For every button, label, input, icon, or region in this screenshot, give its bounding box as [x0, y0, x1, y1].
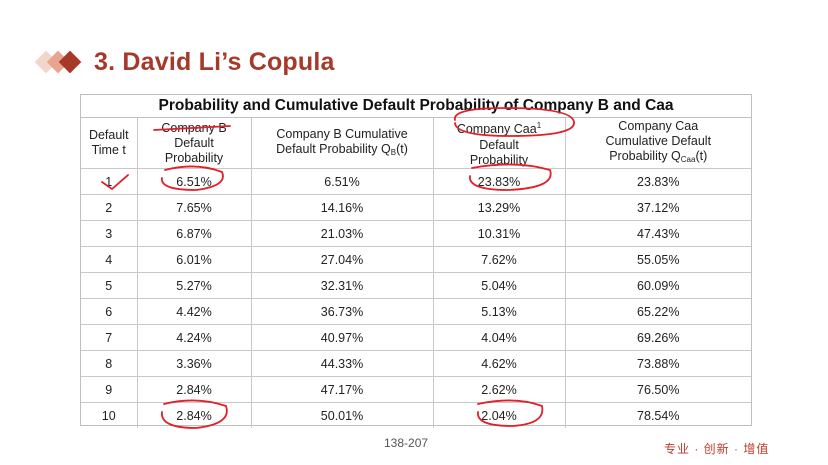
cell-b-cum: 50.01%: [250, 402, 434, 428]
cell-b-cum: 32.31%: [250, 272, 434, 299]
cell-caa-cum: 78.54%: [564, 402, 751, 428]
cell-caa-cum: 69.26%: [564, 324, 751, 351]
cell-caa-cum: 55.05%: [564, 246, 751, 273]
cell-b-prob: 6.01%: [136, 246, 252, 273]
slide-title: 3. David Li’s Copula: [94, 47, 335, 76]
cell-caa-prob: 13.29%: [432, 194, 566, 221]
cell-caa-cum: 76.50%: [564, 376, 751, 403]
table-row: 10 2.84% 50.01% 2.04% 78.54%: [81, 402, 751, 428]
diamond-bullets-icon: [34, 45, 90, 79]
footer-slogan: 专业 · 创新 · 增值: [664, 442, 770, 456]
cell-caa-cum: 73.88%: [564, 350, 751, 377]
table-caption: Probability and Cumulative Default Proba…: [81, 95, 751, 118]
cell-caa-prob: 2.04%: [432, 402, 566, 428]
page-number: 138-207: [384, 436, 429, 450]
cell-b-prob: 4.24%: [136, 324, 252, 351]
cell-b-prob: 2.84%: [136, 402, 252, 428]
cell-time: 2: [81, 194, 138, 221]
table-row: 8 3.36% 44.33% 4.62% 73.88%: [81, 350, 751, 377]
cell-caa-prob: 23.83%: [432, 168, 566, 195]
cell-time: 5: [81, 272, 138, 299]
cell-caa-prob: 4.04%: [432, 324, 566, 351]
header-default-time: Default Time t: [81, 118, 138, 169]
header-row: Default Time t Company B Default Probabi…: [81, 118, 751, 169]
cell-b-prob: 5.27%: [136, 272, 252, 299]
table-row: 4 6.01% 27.04% 7.62% 55.05%: [81, 246, 751, 273]
probability-table: Probability and Cumulative Default Proba…: [80, 94, 752, 428]
cell-b-cum: 21.03%: [250, 220, 434, 247]
table-row: 9 2.84% 47.17% 2.62% 76.50%: [81, 376, 751, 403]
cell-b-prob: 3.36%: [136, 350, 252, 377]
cell-time: 7: [81, 324, 138, 351]
cell-time: 3: [81, 220, 138, 247]
cell-caa-prob: 5.04%: [432, 272, 566, 299]
cell-caa-cum: 65.22%: [564, 298, 751, 325]
cell-b-cum: 44.33%: [250, 350, 434, 377]
header-company-b-cum: Company B Cumulative Default Probability…: [250, 118, 434, 169]
table-row: 1 6.51% 6.51% 23.83% 23.83%: [81, 168, 751, 195]
cell-b-prob: 6.87%: [136, 220, 252, 247]
cell-time: 9: [81, 376, 138, 403]
cell-b-cum: 40.97%: [250, 324, 434, 351]
cell-b-cum: 6.51%: [250, 168, 434, 195]
cell-caa-prob: 7.62%: [432, 246, 566, 273]
cell-b-cum: 14.16%: [250, 194, 434, 221]
table-row: 3 6.87% 21.03% 10.31% 47.43%: [81, 220, 751, 247]
data-table: Default Time t Company B Default Probabi…: [81, 118, 751, 428]
cell-caa-cum: 37.12%: [564, 194, 751, 221]
cell-caa-cum: 60.09%: [564, 272, 751, 299]
cell-b-cum: 47.17%: [250, 376, 434, 403]
cell-b-prob: 6.51%: [136, 168, 252, 195]
table-row: 7 4.24% 40.97% 4.04% 69.26%: [81, 324, 751, 351]
table-row: 6 4.42% 36.73% 5.13% 65.22%: [81, 298, 751, 325]
cell-caa-cum: 23.83%: [564, 168, 751, 195]
cell-time: 4: [81, 246, 138, 273]
cell-b-cum: 27.04%: [250, 246, 434, 273]
header-company-b-prob: Company B Default Probability: [136, 118, 252, 169]
cell-caa-prob: 2.62%: [432, 376, 566, 403]
cell-caa-prob: 4.62%: [432, 350, 566, 377]
cell-time: 8: [81, 350, 138, 377]
title-bar: 3. David Li’s Copula: [34, 42, 335, 82]
cell-caa-prob: 5.13%: [432, 298, 566, 325]
header-company-caa-prob: Company Caa1 Default Probability: [432, 118, 566, 169]
cell-time: 10: [81, 402, 138, 428]
cell-b-cum: 36.73%: [250, 298, 434, 325]
cell-b-prob: 4.42%: [136, 298, 252, 325]
cell-time: 1: [81, 168, 138, 195]
cell-b-prob: 2.84%: [136, 376, 252, 403]
table-row: 2 7.65% 14.16% 13.29% 37.12%: [81, 194, 751, 221]
header-company-caa-cum: Company Caa Cumulative Default Probabili…: [564, 118, 751, 169]
cell-caa-cum: 47.43%: [564, 220, 751, 247]
cell-time: 6: [81, 298, 138, 325]
cell-caa-prob: 10.31%: [432, 220, 566, 247]
table-row: 5 5.27% 32.31% 5.04% 60.09%: [81, 272, 751, 299]
cell-b-prob: 7.65%: [136, 194, 252, 221]
